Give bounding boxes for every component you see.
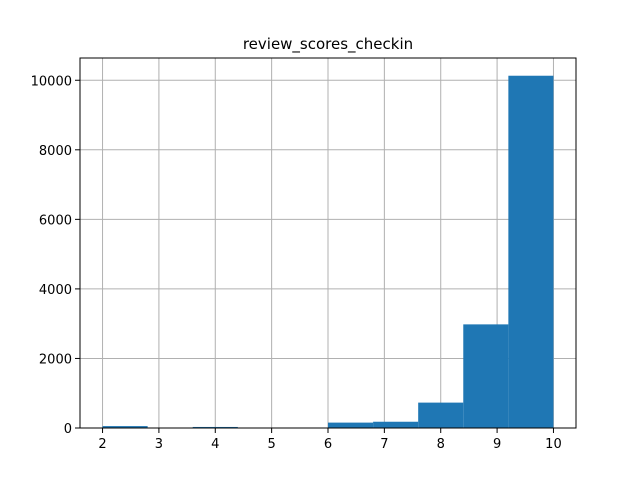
- histogram-bar-5: [328, 422, 374, 428]
- x-tick-label-1: 3: [155, 437, 163, 452]
- chart-title: review_scores_checkin: [243, 35, 413, 54]
- histogram-bar-0: [102, 426, 148, 428]
- histogram-bar-2: [192, 426, 238, 428]
- x-tick-label-0: 2: [98, 437, 106, 452]
- histogram-bar-6: [373, 421, 419, 428]
- ticks-layer: 2 3 4 5 6 7 8 9 10 0 2000 4000 6000 8000 10000: [31, 74, 562, 452]
- x-tick-label-7: 9: [493, 437, 501, 452]
- x-tick-label-8: 10: [545, 437, 562, 452]
- y-tick-label-3: 6000: [39, 213, 72, 228]
- y-tick-label-5: 10000: [31, 74, 72, 89]
- histogram-bar-8: [463, 324, 509, 428]
- x-tick-label-6: 8: [437, 437, 445, 452]
- y-tick-label-0: 0: [64, 422, 72, 437]
- x-tick-label-4: 6: [324, 437, 332, 452]
- x-tick-label-3: 5: [267, 437, 275, 452]
- bars-layer: [102, 75, 554, 429]
- histogram-bar-7: [418, 402, 464, 428]
- y-tick-label-1: 2000: [39, 352, 72, 367]
- y-tick-label-2: 4000: [39, 283, 72, 298]
- y-tick-label-4: 8000: [39, 144, 72, 159]
- grid-layer: [80, 58, 576, 429]
- x-tick-label-2: 4: [211, 437, 219, 452]
- x-tick-label-5: 7: [380, 437, 388, 452]
- histogram-bar-9: [508, 75, 554, 429]
- axes-frame: [79, 57, 577, 429]
